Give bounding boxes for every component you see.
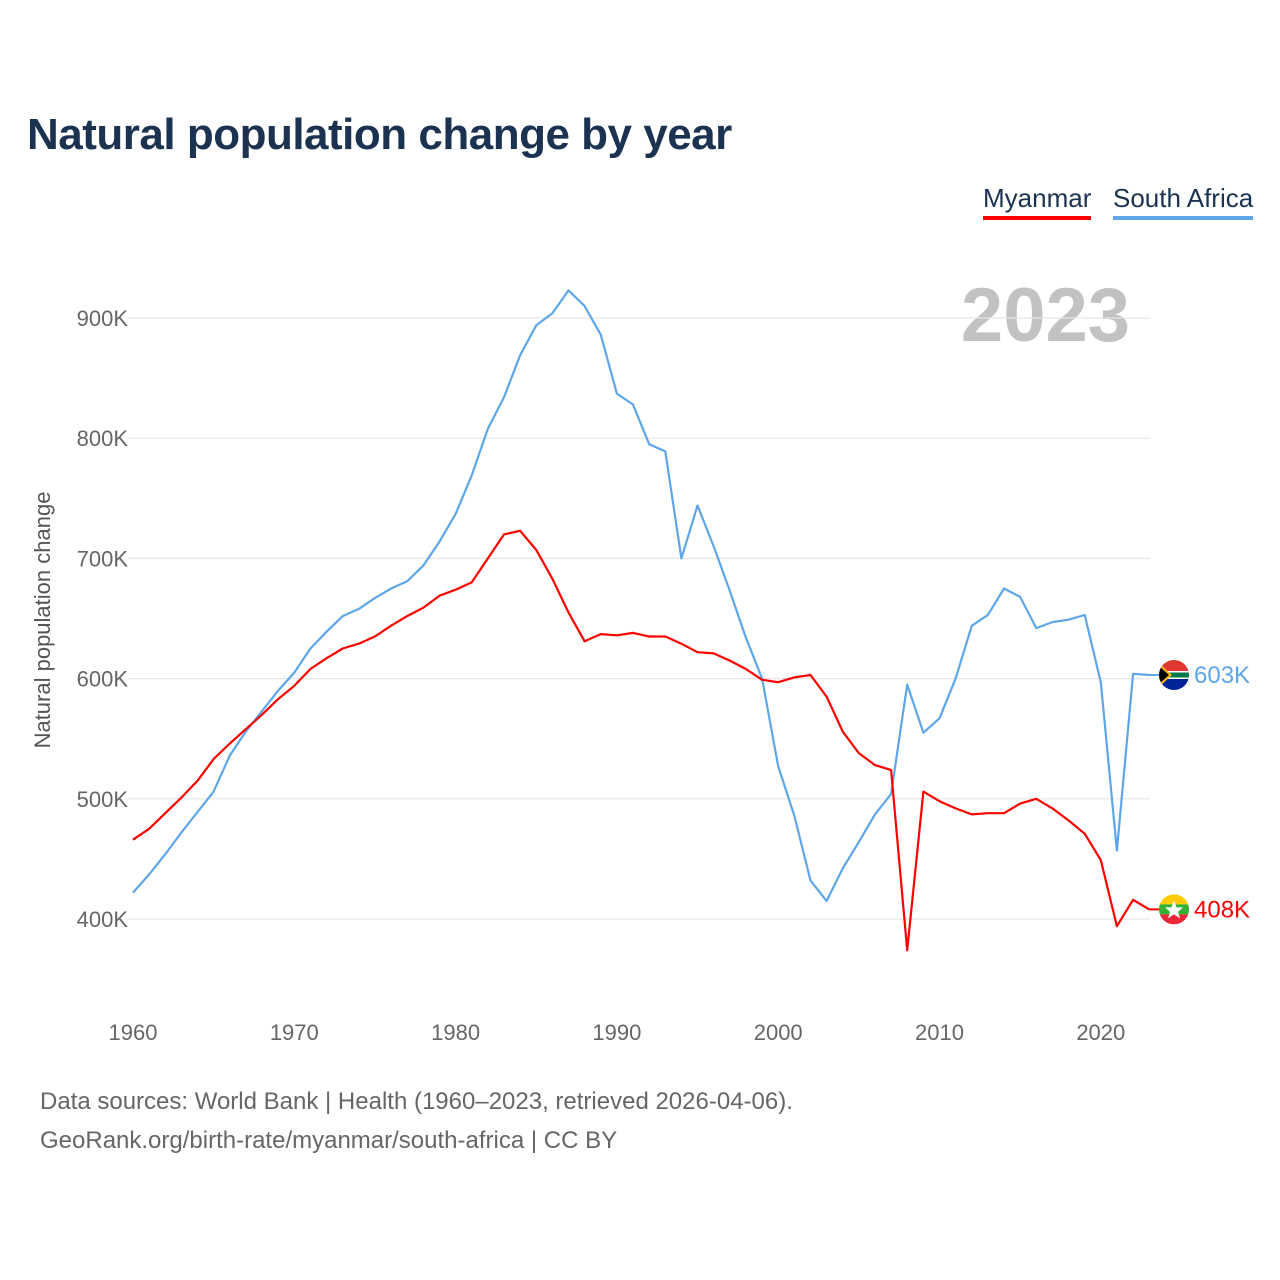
y-tick-label: 400K xyxy=(77,907,129,932)
x-tick-label: 1970 xyxy=(270,1020,319,1045)
legend-south-africa[interactable]: South Africa xyxy=(1113,183,1254,220)
y-tick-label: 700K xyxy=(77,546,129,571)
x-tick-label: 1960 xyxy=(109,1020,158,1045)
south-africa-flag-icon xyxy=(1159,659,1189,690)
x-tick-label: 2010 xyxy=(915,1020,964,1045)
series-line-south-africa xyxy=(132,289,1150,903)
y-tick-label: 600K xyxy=(77,667,129,692)
end-value-label: 408K xyxy=(1194,896,1250,923)
end-value-label: 603K xyxy=(1194,662,1250,689)
x-tick-label: 1990 xyxy=(592,1020,641,1045)
data-sources: Data sources: World Bank | Health (1960–… xyxy=(40,1088,793,1115)
x-tick-label: 2000 xyxy=(754,1020,803,1045)
x-tick-label: 2020 xyxy=(1076,1020,1125,1045)
chart-title: Natural population change by year xyxy=(27,110,732,159)
y-tick-label: 800K xyxy=(77,426,129,451)
source-link[interactable]: GeoRank.org/birth-rate/myanmar/south-afr… xyxy=(40,1127,618,1154)
legend-myanmar[interactable]: Myanmar xyxy=(983,183,1092,220)
series-line-myanmar xyxy=(132,529,1150,952)
y-tick-label: 500K xyxy=(77,787,129,812)
x-tick-label: 1980 xyxy=(431,1020,480,1045)
current-year-label: 2023 xyxy=(960,273,1130,358)
y-tick-label: 900K xyxy=(77,306,129,331)
myanmar-flag-icon xyxy=(1159,894,1189,925)
